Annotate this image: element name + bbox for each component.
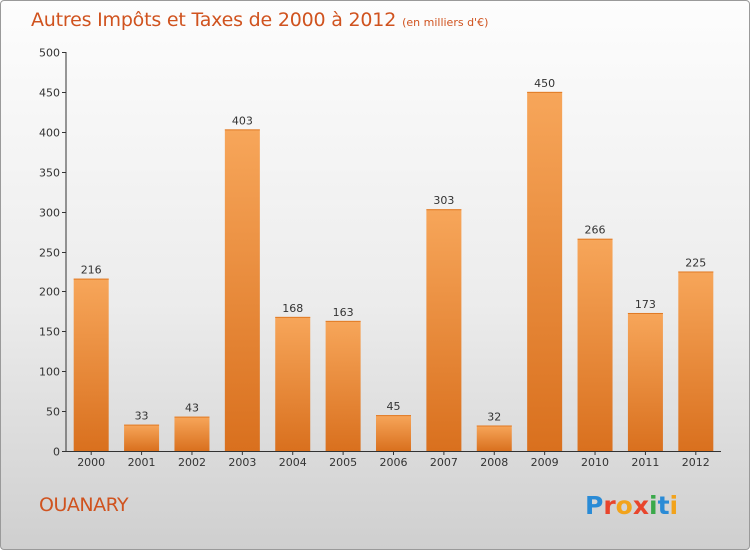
brand-letter: t — [657, 491, 670, 520]
bar — [527, 91, 563, 452]
data-label: 216 — [81, 264, 102, 277]
bar — [426, 209, 462, 451]
y-tick-label: 200 — [39, 286, 60, 299]
bar — [577, 238, 613, 451]
y-tick-label: 300 — [39, 207, 60, 220]
y-tick-label: 350 — [39, 167, 60, 180]
data-label: 173 — [635, 298, 656, 311]
x-tick-label: 2003 — [228, 456, 256, 469]
data-label: 45 — [387, 400, 401, 413]
y-tick-label: 500 — [39, 47, 60, 60]
bar — [224, 129, 260, 451]
x-tick-label: 2007 — [430, 456, 458, 469]
brand-letter: x — [632, 491, 649, 520]
data-label: 168 — [282, 302, 303, 315]
bar — [275, 316, 311, 451]
x-tick-label: 2000 — [77, 456, 105, 469]
bar — [73, 278, 109, 451]
data-label: 225 — [685, 256, 706, 269]
y-tick-label: 450 — [39, 87, 60, 100]
bar — [678, 271, 714, 451]
bar — [376, 415, 411, 451]
bar — [325, 320, 361, 451]
data-label: 266 — [585, 224, 606, 237]
brand-letter: i — [669, 491, 679, 520]
brand-letter: i — [649, 491, 658, 520]
data-label: 163 — [333, 306, 354, 319]
place-name: OUANARY — [39, 494, 129, 516]
y-tick-label: 100 — [39, 366, 60, 379]
data-label: 43 — [185, 402, 199, 415]
brand-letter: r — [603, 491, 616, 520]
chart-subtitle: (en milliers d'€) — [402, 16, 489, 29]
brand-letter: P — [585, 491, 604, 520]
x-tick-label: 2008 — [480, 456, 508, 469]
x-tick-label: 2006 — [380, 456, 408, 469]
y-tick-label: 250 — [39, 247, 60, 260]
y-tick-label: 400 — [39, 127, 60, 140]
x-tick-label: 2009 — [531, 456, 559, 469]
data-label: 32 — [487, 410, 501, 423]
data-label: 403 — [232, 114, 253, 127]
x-tick-label: 2012 — [682, 456, 710, 469]
chart-title-line: Autres Impôts et Taxes de 2000 à 2012 (en… — [31, 9, 488, 31]
x-tick-label: 2001 — [128, 456, 156, 469]
chart-title: Autres Impôts et Taxes de 2000 à 2012 — [31, 9, 397, 31]
y-tick-label: 50 — [46, 406, 60, 419]
brand-logo: Proxiti — [585, 491, 678, 520]
brand-letter: o — [615, 491, 633, 520]
data-label: 450 — [534, 77, 555, 90]
x-tick-label: 2004 — [279, 456, 307, 469]
bar — [476, 425, 512, 451]
bar — [174, 416, 210, 451]
x-tick-label: 2005 — [329, 456, 357, 469]
y-tick-label: 0 — [53, 446, 60, 459]
bar — [124, 424, 160, 451]
x-tick-label: 2010 — [581, 456, 609, 469]
y-tick-label: 150 — [39, 326, 60, 339]
data-label: 303 — [433, 194, 454, 207]
bar — [627, 312, 663, 451]
x-tick-label: 2011 — [631, 456, 659, 469]
x-tick-label: 2002 — [178, 456, 206, 469]
data-label: 33 — [135, 410, 149, 423]
